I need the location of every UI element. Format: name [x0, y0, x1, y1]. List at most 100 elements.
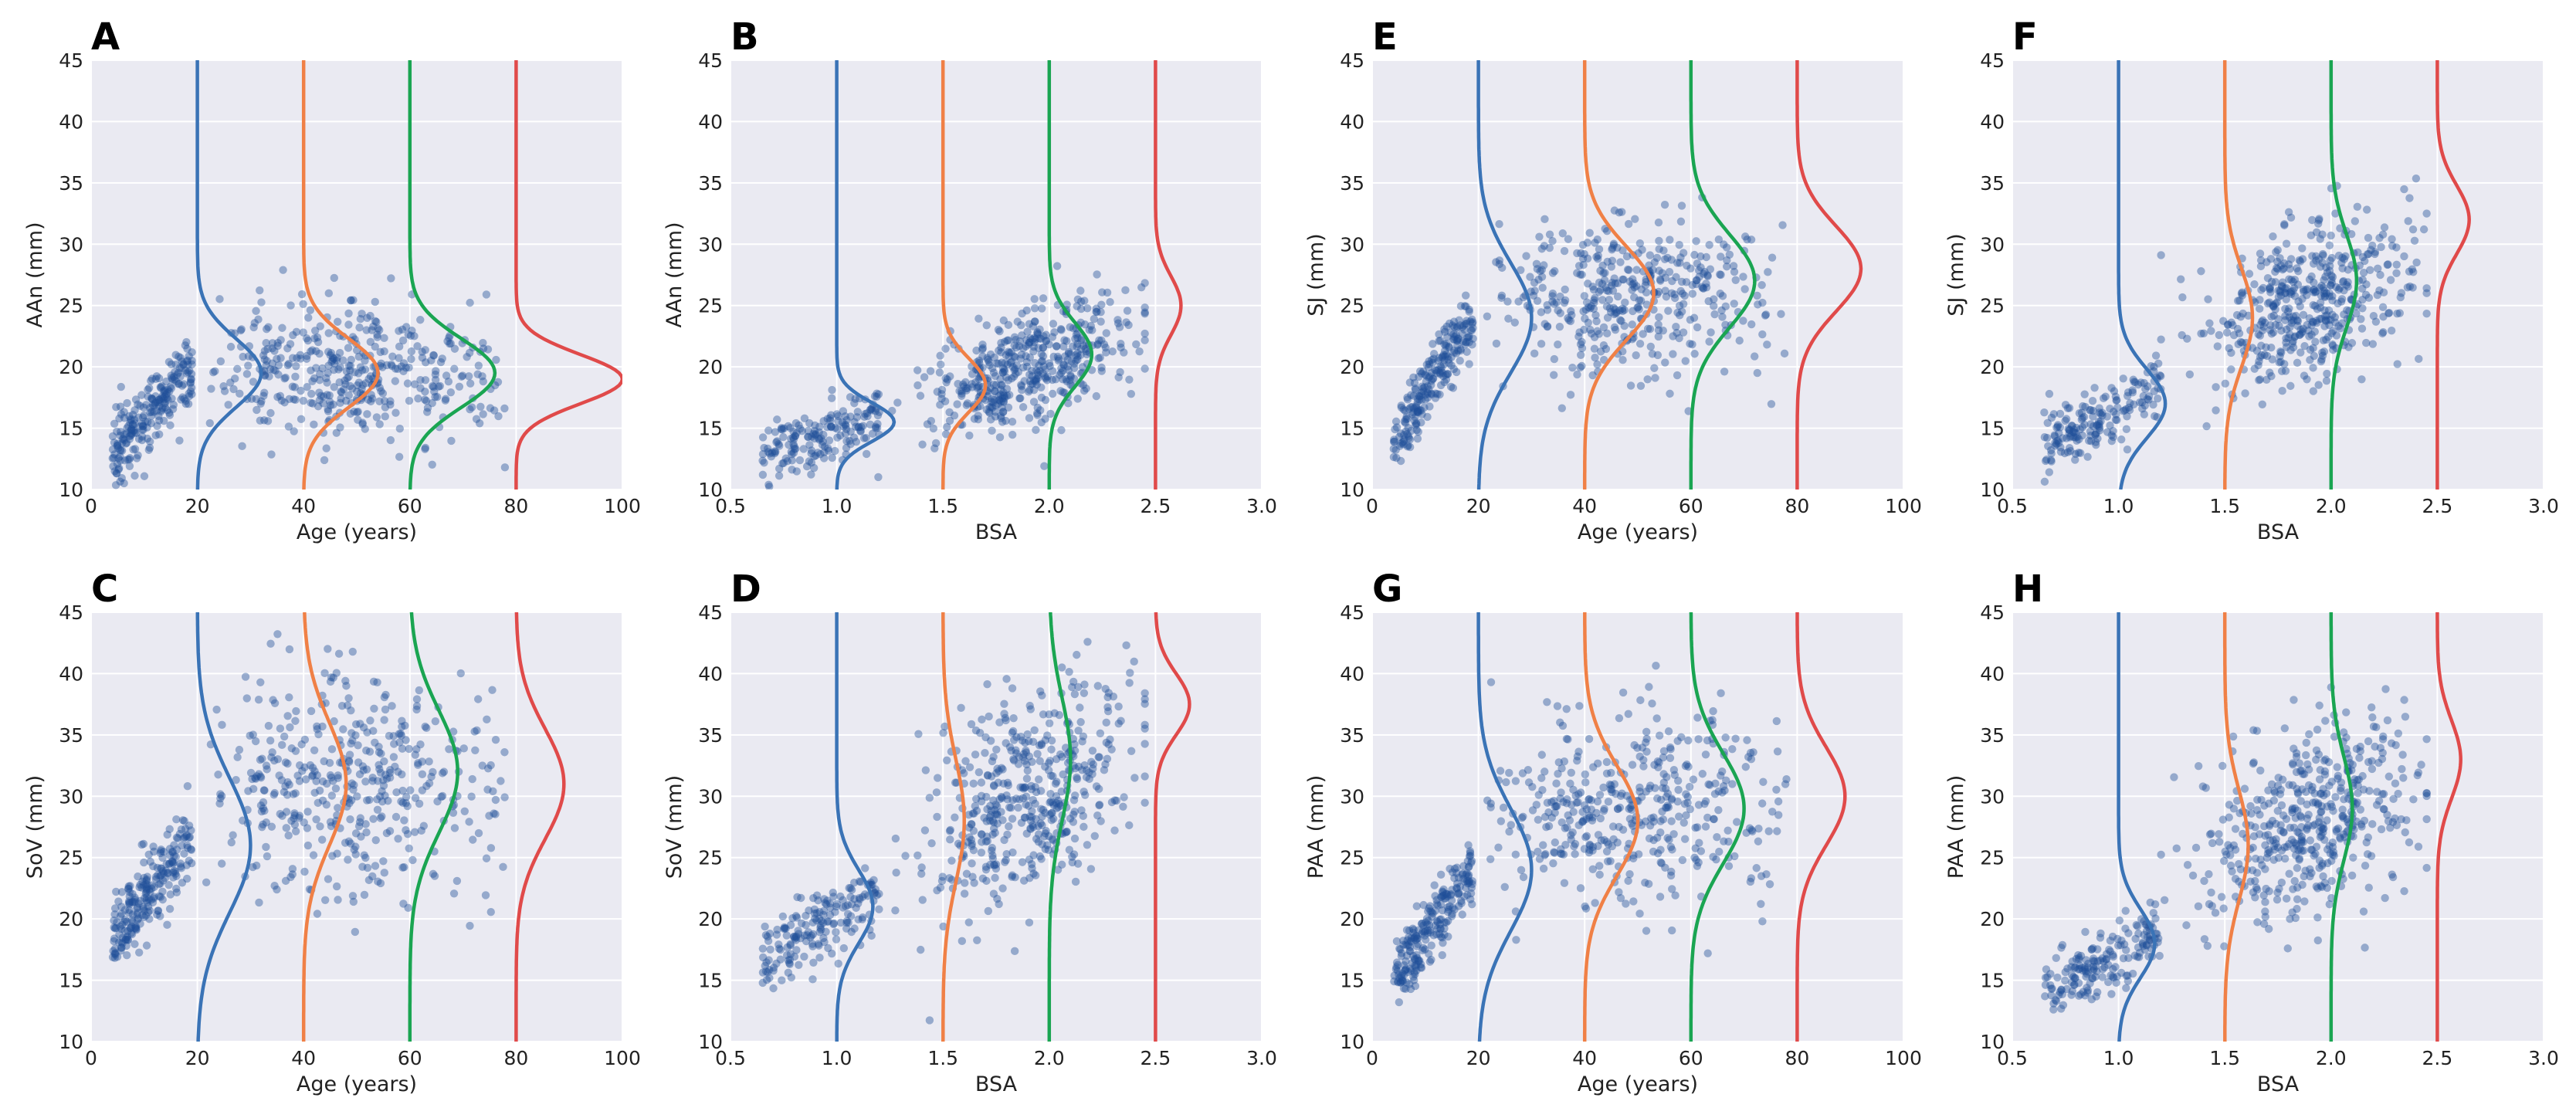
panel-g-scatter-point — [1543, 698, 1551, 706]
panel-f-scatter-point — [2322, 289, 2330, 297]
panel-c-scatter-point — [117, 924, 126, 933]
panel-d-scatter-point — [1019, 783, 1027, 791]
panel-b-scatter-point — [784, 422, 792, 431]
panel-g-scatter-point — [1616, 791, 1625, 801]
panel-f-scatter-point — [2308, 215, 2317, 225]
panel-b-scatter-point — [815, 434, 823, 443]
panel-f-scatter-point — [2313, 305, 2322, 313]
panel-g-scatter-point — [1706, 781, 1714, 789]
panel-c-scatter-point — [125, 899, 134, 907]
panel-a-scatter-point — [479, 338, 487, 347]
panel-g-scatter-point — [1650, 761, 1659, 769]
panel-a-scatter-point — [152, 406, 161, 415]
panel-f-scatter-point — [2040, 477, 2049, 486]
panel-f-scatter-point — [2332, 283, 2340, 292]
panel-b-scatter-point — [1037, 304, 1046, 313]
panel-g-scatter-point — [1459, 875, 1468, 883]
panel-b-scatter-point — [820, 442, 829, 451]
panel-c-scatter-point — [300, 735, 310, 744]
panel-e-scatter-point — [1580, 325, 1588, 334]
panel-g-scatter-point — [1417, 920, 1426, 928]
panel-g-scatter-point — [1535, 855, 1544, 863]
panel-f-x-tick-label: 3.0 — [2528, 495, 2559, 517]
panel-d-scatter-point — [1002, 716, 1010, 725]
panel-e-scatter-point — [1425, 357, 1433, 366]
panel-a-scatter-point — [364, 374, 373, 384]
panel-b-scatter-point — [778, 459, 787, 468]
panel-c-scatter-point — [133, 909, 142, 917]
panel-e-scatter-point — [1660, 200, 1669, 209]
panel-b-scatter-point — [775, 442, 784, 450]
panel-b-scatter-point — [1028, 335, 1037, 344]
panel-a-scatter-point — [147, 418, 156, 428]
panel-g-scatter-point — [1694, 735, 1703, 744]
panel-e-scatter-point — [1412, 401, 1421, 410]
panel-g-scatter-point — [1456, 896, 1466, 906]
panel-e-scatter-point — [1676, 253, 1685, 262]
panel-e-scatter-point — [1673, 371, 1682, 380]
panel-c-scatter-point — [324, 875, 333, 883]
panel-d-scatter-point — [1066, 814, 1075, 823]
panel-f-scatter-point — [2095, 423, 2104, 432]
panel-f-scatter-point — [2254, 330, 2262, 339]
panel-g-scatter-point — [1412, 931, 1421, 940]
panel-d-scatter-point — [825, 899, 835, 908]
panel-d-scatter-point — [1019, 784, 1028, 793]
panel-g-scatter-point — [1595, 862, 1604, 870]
panel-a-scatter-point — [154, 395, 164, 405]
panel-h-scatter-point — [2047, 984, 2056, 993]
panel-b-scatter-point — [810, 452, 819, 461]
panel-c-scatter-point — [482, 854, 491, 862]
panel-g-scatter-point — [1464, 872, 1473, 881]
panel-d-scatter-point — [1069, 818, 1078, 826]
panel-b-scatter-point — [760, 443, 768, 452]
panel-d-scatter-point — [1026, 825, 1035, 834]
panel-g-scatter-point — [1659, 753, 1668, 762]
panel-c-kde-curve-4 — [514, 612, 566, 1042]
panel-a-scatter-point — [302, 334, 311, 343]
panel-b-scatter-point — [1069, 342, 1077, 351]
panel-b-scatter-point — [846, 440, 855, 449]
panel-a-scatter-point — [260, 371, 269, 380]
panel-c-scatter-point — [398, 786, 407, 795]
panel-b-scatter-point — [802, 462, 812, 471]
panel-d-scatter-point — [936, 883, 945, 892]
panel-d-scatter-point — [1112, 796, 1121, 805]
panel-b-scatter-point — [935, 368, 944, 377]
panel-c-scatter-point — [381, 771, 390, 779]
panel-b-scatter-point — [808, 432, 816, 441]
panel-e-scatter-point — [1529, 291, 1538, 300]
panel-c-scatter-point — [374, 877, 382, 886]
panel-c-scatter-point — [466, 921, 474, 930]
panel-b-scatter-point — [1039, 294, 1048, 303]
panel-d-scatter-point — [1025, 737, 1033, 746]
panel-f-scatter-point — [2109, 432, 2117, 442]
panel-e-x-tick-label: 60 — [1679, 495, 1703, 517]
panel-e-scatter-point — [1710, 310, 1719, 319]
panel-e-scatter-point — [1530, 349, 1539, 358]
panel-c-scatter-point — [310, 767, 319, 776]
panel-d-y-axis-label: SoV (mm) — [663, 775, 686, 879]
panel-g-scatter-point — [1464, 841, 1473, 849]
panel-b-scatter-point — [772, 438, 781, 446]
panel-g-scatter-point — [1664, 727, 1673, 736]
panel-c-x-tick-label: 80 — [503, 1047, 528, 1069]
panel-e-scatter-point — [1435, 337, 1443, 345]
panel-d-scatter-point — [823, 896, 832, 905]
panel-b-scatter-point — [998, 394, 1007, 403]
panel-b-scatter-point — [1088, 326, 1096, 334]
panel-b-scatter-point — [827, 394, 836, 402]
panel-b-scatter-point — [991, 387, 999, 395]
panel-b-scatter-point — [805, 441, 814, 449]
panel-e-scatter-point — [1423, 381, 1432, 391]
panel-e-scatter-point — [1767, 400, 1776, 408]
panel-a-scatter-point — [466, 298, 474, 307]
panel-c-scatter-point — [124, 885, 133, 893]
panel-c-scatter-point — [344, 855, 352, 864]
panel-a-scatter-point — [162, 394, 171, 402]
panel-a-scatter-point — [492, 355, 500, 364]
panel-c-scatter-point — [365, 747, 375, 756]
panel-e-scatter-point — [1579, 260, 1588, 269]
panel-g-scatter-point — [1686, 805, 1694, 814]
panel-c-scatter-point — [158, 876, 168, 885]
